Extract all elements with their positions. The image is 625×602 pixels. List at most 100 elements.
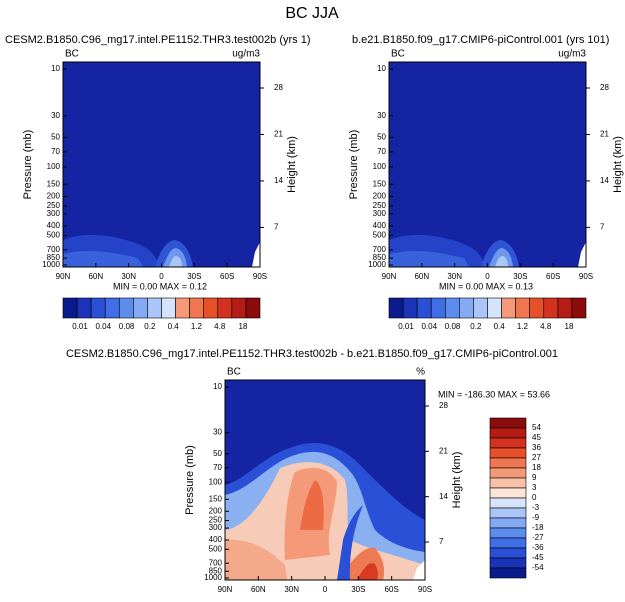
colorbar-box	[501, 297, 516, 319]
colorbar-label: 0	[532, 493, 537, 502]
x-tick-label: 90N	[382, 272, 397, 281]
x-tick-label: 90S	[579, 272, 593, 281]
colorbar-box	[489, 517, 527, 529]
y-axis-label: Pressure (mb)	[348, 130, 360, 200]
colorbar-label: -3	[532, 503, 540, 512]
x-tick-label: 30N	[121, 272, 136, 281]
contour-field	[389, 62, 586, 267]
units-label: ug/m3	[558, 49, 586, 60]
colorbar-box	[489, 437, 527, 449]
y-tick-label: 50	[377, 133, 386, 142]
colorbar-label: 18	[565, 322, 574, 331]
contour-field	[225, 380, 425, 580]
y-tick-label: 400	[47, 221, 61, 230]
y2-axis-label: Height (km)	[451, 452, 463, 509]
colorbar-box	[430, 297, 446, 319]
y2-tick-label: 21	[600, 130, 609, 139]
x-tick-label: 0	[485, 272, 490, 281]
x-tick-label: 90S	[253, 272, 267, 281]
colorbar-label: 27	[532, 453, 541, 462]
x-tick-label: 60S	[385, 585, 399, 594]
y-axis-label: Pressure (mb)	[184, 445, 196, 515]
y-axis-label: Pressure (mb)	[22, 130, 34, 200]
y-tick-label: 400	[373, 221, 387, 230]
colorbar-label: -9	[532, 513, 540, 522]
y-tick-label: 50	[213, 449, 222, 458]
colorbar-box	[90, 297, 106, 319]
colorbar-box	[459, 297, 474, 319]
y-tick-label: 250	[373, 201, 387, 210]
y-tick-label: 400	[209, 535, 223, 544]
colorbar-label: -45	[532, 553, 544, 562]
colorbar-box	[543, 297, 559, 319]
y-tick-label: 250	[47, 201, 61, 210]
y-tick-label: 1000	[368, 260, 386, 269]
y2-tick-label: 21	[274, 130, 283, 139]
y2-tick-label: 28	[439, 401, 448, 410]
y2-tick-label: 7	[274, 223, 279, 232]
y-tick-label: 10	[377, 64, 386, 73]
colorbar-label: 0.2	[470, 322, 482, 331]
contour-field	[63, 62, 260, 267]
colorbar-box	[62, 297, 78, 319]
colorbar-label: 36	[532, 443, 541, 452]
x-tick-label: 60S	[220, 272, 234, 281]
field-label: BC	[391, 49, 405, 60]
y-tick-label: 150	[47, 179, 61, 188]
y-tick-label: 500	[209, 544, 223, 553]
y-tick-label: 1000	[42, 260, 60, 269]
colorbar-label: 0.4	[168, 322, 180, 331]
colorbar-box	[489, 427, 527, 439]
y-tick-label: 300	[209, 523, 223, 532]
colorbar-box	[489, 497, 527, 509]
colorbar-box	[489, 457, 527, 469]
colorbar-box	[529, 297, 545, 319]
colorbar-box	[489, 507, 527, 519]
colorbar-box	[489, 557, 527, 569]
y-tick-label: 850	[209, 566, 223, 575]
colorbar-box	[473, 297, 488, 319]
colorbar-box	[489, 487, 527, 499]
y2-axis-label: Height (km)	[286, 136, 298, 193]
colorbar-box	[571, 297, 587, 319]
y-tick-label: 700	[47, 245, 61, 254]
colorbar-box	[245, 297, 261, 319]
colorbar-box	[489, 527, 527, 539]
panel-title: CESM2.B1850.C96_mg17.intel.PE1152.THR3.t…	[66, 348, 558, 360]
y2-tick-label: 28	[600, 83, 609, 92]
colorbar-label: -36	[532, 543, 544, 552]
colorbar-label: 1.2	[517, 322, 529, 331]
y2-tick-label: 14	[439, 492, 448, 501]
colorbar-label: 0.01	[72, 322, 88, 331]
stats: MIN = -186.30 MAX = 53.66	[438, 389, 550, 399]
colorbar-box	[489, 477, 527, 489]
panel-title: CESM2.B1850.C96_mg17.intel.PE1152.THR3.t…	[5, 34, 311, 46]
x-tick-label: 60N	[251, 585, 266, 594]
x-tick-label: 90N	[218, 585, 233, 594]
colorbar-label: 18	[532, 463, 541, 472]
y2-tick-label: 7	[439, 537, 444, 546]
colorbar-label: 54	[532, 423, 541, 432]
y-tick-label: 700	[209, 558, 223, 567]
colorbar-box	[515, 297, 531, 319]
x-tick-label: 30N	[284, 585, 299, 594]
x-tick-label: 30S	[187, 272, 201, 281]
panel-title: b.e21.B1850.f09_g17.CMIP6-piControl.001 …	[352, 34, 609, 46]
colorbar-box	[557, 297, 573, 319]
y-tick-label: 850	[373, 253, 387, 262]
y-tick-label: 500	[373, 231, 387, 240]
colorbar-label: 3	[532, 483, 537, 492]
y-tick-label: 70	[51, 147, 60, 156]
colorbar-box	[118, 297, 134, 319]
colorbar-box	[217, 297, 233, 319]
y-tick-label: 100	[373, 162, 387, 171]
y-tick-label: 850	[47, 253, 61, 262]
colorbar-label: 4.8	[540, 322, 552, 331]
colorbar-box	[444, 297, 460, 319]
colorbar-box	[189, 297, 205, 319]
x-tick-label: 30S	[351, 585, 365, 594]
colorbar-box	[175, 297, 190, 319]
colorbar-label: 0.04	[421, 322, 437, 331]
field-label: BC	[227, 367, 241, 378]
y-tick-label: 200	[209, 506, 223, 515]
